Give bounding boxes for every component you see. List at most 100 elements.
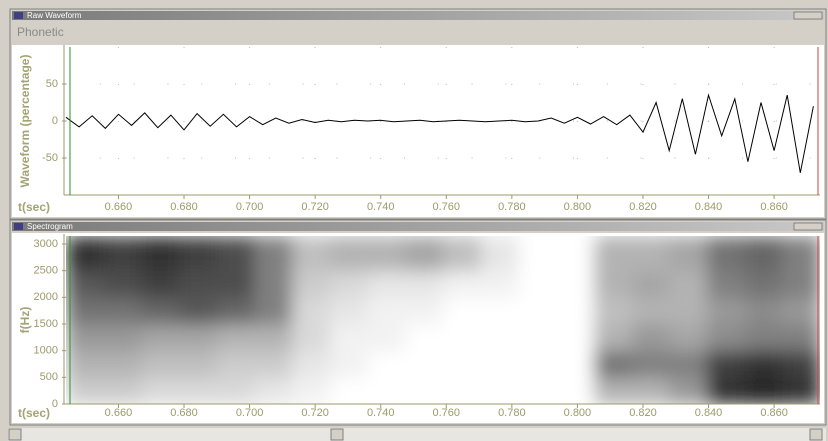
y-tick-label: 0 — [52, 115, 58, 127]
heat-cell — [632, 351, 670, 378]
heat-cell — [782, 236, 820, 271]
heat-cell — [443, 271, 481, 298]
heat-cell — [594, 271, 632, 298]
heat-cell — [481, 377, 519, 404]
heat-cell — [707, 377, 745, 404]
y-axis-title: f(Hz) — [18, 307, 32, 334]
x-tick-label: 0.740 — [367, 407, 395, 419]
heat-cell — [405, 236, 443, 271]
heat-cell — [669, 271, 707, 298]
x-tick-label: 0.760 — [433, 201, 461, 213]
heat-cell — [104, 236, 142, 271]
x-tick-label: 0.840 — [695, 201, 723, 213]
heat-cell — [179, 271, 217, 298]
heat-cell — [292, 377, 330, 404]
tab[interactable]: Phonetic — [17, 25, 64, 39]
heat-cell — [368, 271, 406, 298]
x-tick-label: 0.760 — [433, 407, 461, 419]
heat-cell — [782, 271, 820, 298]
heat-cell — [179, 324, 217, 351]
heat-cell — [443, 324, 481, 351]
window-buttons[interactable] — [794, 12, 822, 19]
heat-cell — [594, 297, 632, 324]
heat-cell — [443, 351, 481, 378]
heat-cell — [66, 236, 104, 271]
heat-cell — [518, 271, 556, 298]
x-tick-label: 0.660 — [105, 407, 133, 419]
heat-cell — [594, 236, 632, 271]
x-tick-label: 0.680 — [170, 201, 198, 213]
heat-cell — [745, 271, 783, 298]
scroll-right[interactable] — [810, 429, 822, 440]
title-bar — [12, 222, 824, 231]
heat-cell — [292, 236, 330, 271]
heat-cell — [632, 297, 670, 324]
heat-cell — [66, 297, 104, 324]
heat-cell — [368, 324, 406, 351]
x-axis-title: t(sec) — [18, 406, 50, 420]
heat-cell — [707, 351, 745, 378]
heat-cell — [217, 324, 255, 351]
heat-cell — [217, 377, 255, 404]
heat-cell — [745, 324, 783, 351]
heat-cell — [745, 351, 783, 378]
heat-cell — [179, 236, 217, 271]
heat-cell — [669, 377, 707, 404]
scroll-thumb[interactable] — [331, 429, 343, 440]
heat-cell — [330, 351, 368, 378]
heat-cell — [368, 236, 406, 271]
heat-cell — [669, 236, 707, 271]
heat-cell — [330, 377, 368, 404]
scroll-left[interactable] — [9, 429, 21, 440]
heat-cell — [66, 271, 104, 298]
x-tick-label: 0.780 — [498, 407, 526, 419]
x-tick-label: 0.720 — [301, 407, 329, 419]
y-tick-label: 0 — [52, 398, 58, 410]
heat-cell — [255, 351, 293, 378]
heat-cell — [255, 297, 293, 324]
heat-cell — [66, 351, 104, 378]
title-bar — [12, 11, 824, 20]
heat-cell — [518, 351, 556, 378]
heat-cell — [632, 324, 670, 351]
heat-cell — [443, 297, 481, 324]
heat-cell — [518, 377, 556, 404]
x-tick-label: 0.820 — [629, 407, 657, 419]
scrollbar[interactable] — [8, 428, 826, 441]
x-tick-label: 0.780 — [498, 201, 526, 213]
tab-bar — [12, 22, 824, 44]
heat-cell — [782, 377, 820, 404]
heat-cell — [405, 351, 443, 378]
heat-cell — [141, 351, 179, 378]
heat-cell — [594, 377, 632, 404]
window-buttons[interactable] — [794, 223, 822, 230]
heat-cell — [405, 297, 443, 324]
y-tick-label: 1000 — [34, 345, 58, 357]
heat-cell — [141, 297, 179, 324]
heat-cell — [104, 297, 142, 324]
x-tick-label: 0.840 — [695, 407, 723, 419]
heat-cell — [66, 377, 104, 404]
heatmap — [66, 236, 821, 405]
heat-cell — [104, 377, 142, 404]
heat-cell — [368, 377, 406, 404]
x-axis-title: t(sec) — [18, 200, 50, 214]
window-title: Raw Waveform — [27, 11, 82, 20]
y-tick-label: 2000 — [34, 291, 58, 303]
y-tick-label: 1500 — [34, 318, 58, 330]
heat-cell — [141, 271, 179, 298]
heat-cell — [405, 324, 443, 351]
window-icon — [14, 12, 23, 19]
y-tick-label: 3000 — [34, 238, 58, 250]
window-icon — [14, 223, 23, 230]
heat-cell — [104, 271, 142, 298]
x-tick-label: 0.820 — [629, 201, 657, 213]
x-tick-label: 0.860 — [760, 201, 788, 213]
heat-cell — [405, 377, 443, 404]
heat-cell — [782, 324, 820, 351]
x-tick-label: 0.720 — [301, 201, 329, 213]
x-tick-label: 0.700 — [236, 407, 264, 419]
heat-cell — [255, 377, 293, 404]
page: Raw Waveform Phonetic Spectrogram Wavefo… — [0, 0, 828, 441]
heat-cell — [632, 377, 670, 404]
